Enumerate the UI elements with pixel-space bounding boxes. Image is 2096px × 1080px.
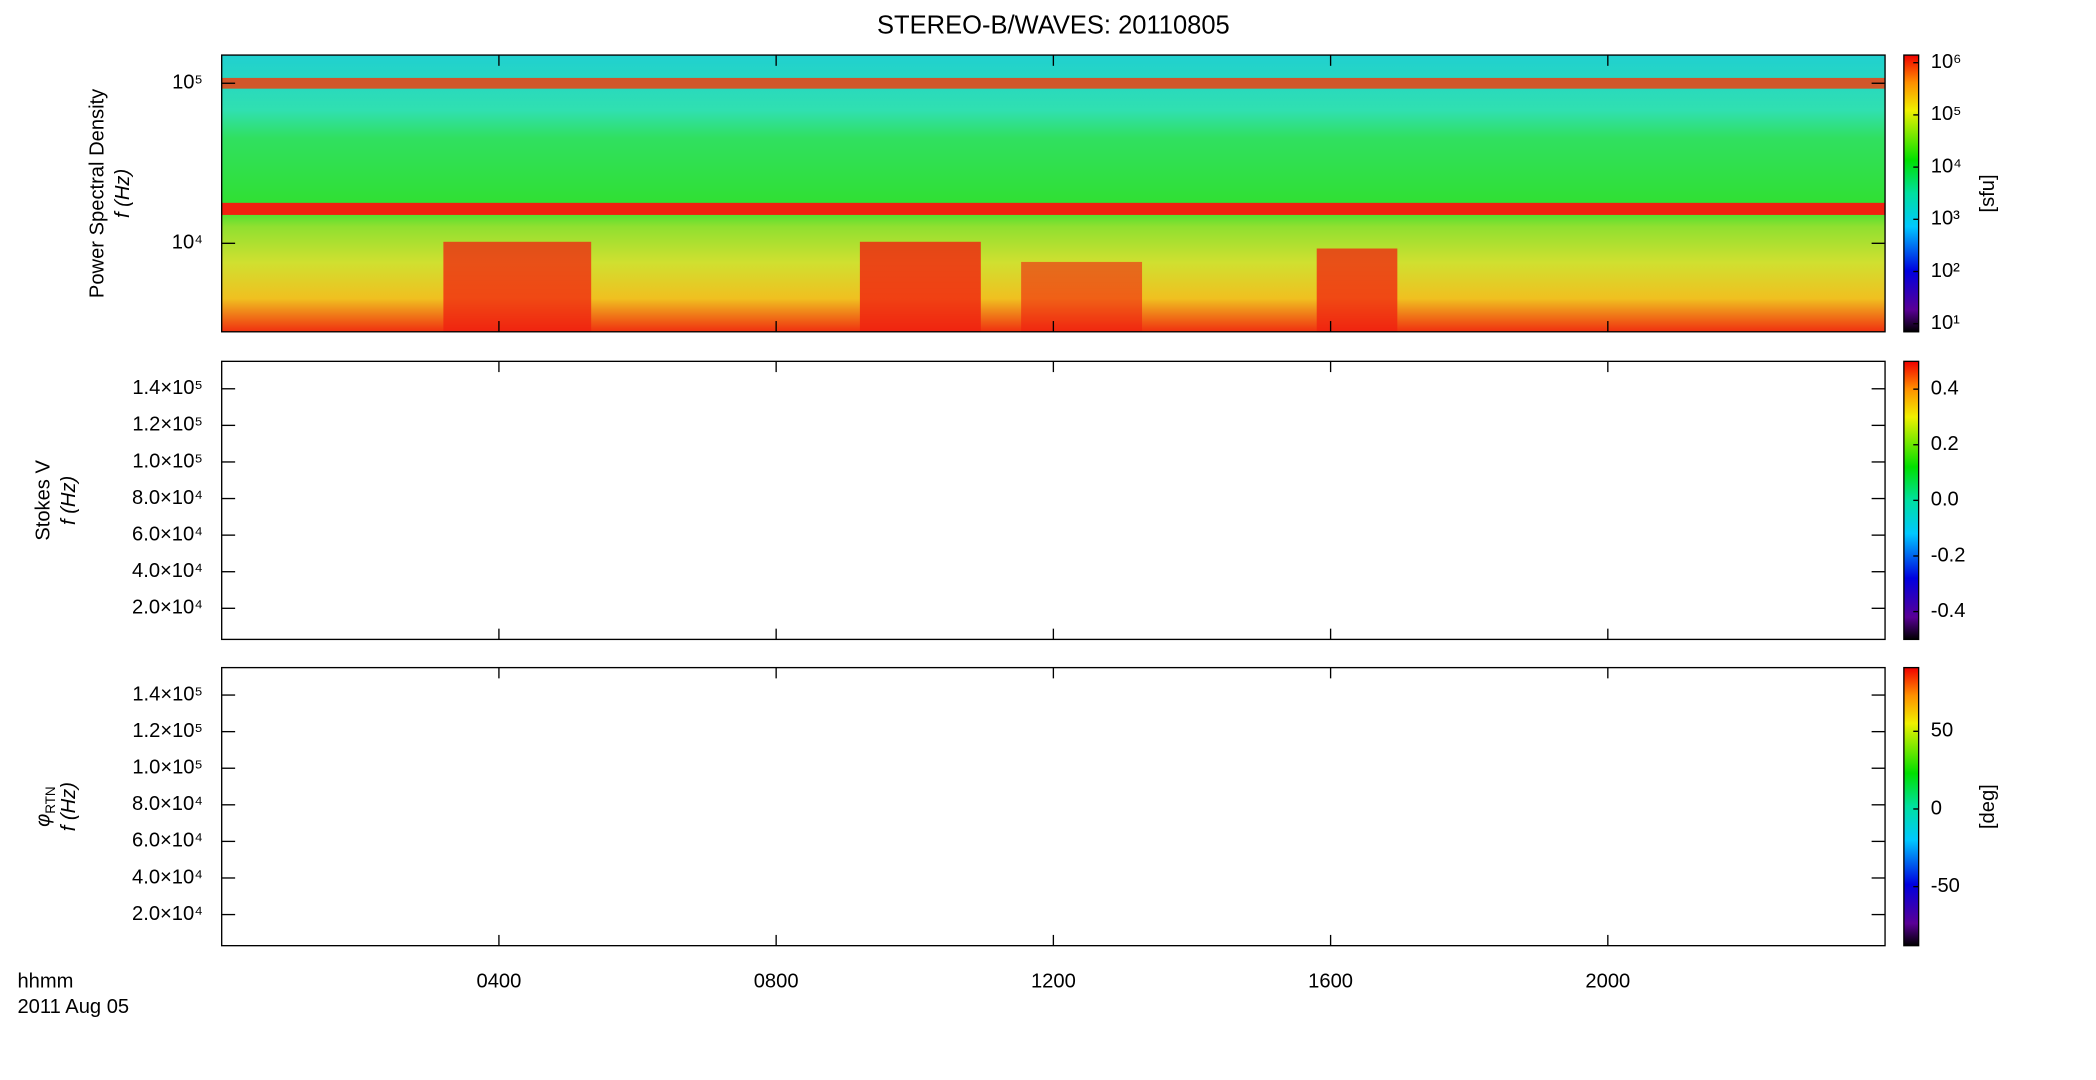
y-tick-label: 8.0×10⁴	[132, 487, 203, 509]
spectrogram-band	[221, 77, 1886, 89]
plot-frame	[221, 360, 1886, 641]
y-tick-label: 1.2×10⁵	[132, 414, 203, 436]
spectrogram-band	[221, 202, 1886, 215]
spectrogram-burst	[443, 241, 592, 332]
date-label: 2011 Aug 05	[17, 996, 129, 1018]
y-axis-label: f (Hz)	[58, 476, 80, 525]
x-tick-label: 0400	[477, 970, 522, 992]
y-tick-label: 8.0×10⁴	[132, 793, 203, 815]
colorbar-label: [sfu]	[1977, 174, 1999, 212]
y-axis-label-symbol: φ	[33, 814, 55, 827]
y-tick-label: 6.0×10⁴	[132, 830, 203, 852]
colorbar-tick-label: 0	[1931, 797, 1942, 819]
colorbar-label: [deg]	[1977, 784, 1999, 829]
x-tick-label: 1600	[1308, 970, 1353, 992]
colorbar-tick-label: -0.4	[1931, 600, 1966, 622]
spectrogram-burst	[1021, 261, 1143, 332]
x-tick-label: 0800	[754, 970, 799, 992]
y-tick-label: 1.4×10⁵	[132, 377, 203, 399]
y-tick-label: 4.0×10⁴	[132, 866, 203, 888]
colorbar-tick-label: 10²	[1931, 260, 1960, 282]
x-tick-label: 2000	[1585, 970, 1630, 992]
y-axis-label: f (Hz)	[58, 782, 80, 831]
y-tick-label: 1.2×10⁵	[132, 720, 203, 742]
chart-title: STEREO-B/WAVES: 20110805	[877, 12, 1230, 40]
y-tick-label: 10⁵	[172, 72, 203, 94]
y-axis-label: f (Hz)	[112, 169, 134, 218]
colorbar-tick-label: 10⁴	[1931, 155, 1962, 177]
colorbar-tick-label: 10⁶	[1931, 51, 1962, 73]
y-tick-label: 10⁴	[172, 232, 203, 254]
y-axis-label: φRTN	[33, 786, 58, 826]
colorbar-tick-label: 10¹	[1931, 312, 1960, 334]
spectrogram-burst	[859, 241, 981, 332]
colorbar-tick-label: 50	[1931, 720, 1953, 742]
plot-frame	[221, 666, 1886, 947]
colorbar-tick-label: -0.2	[1931, 544, 1966, 566]
y-tick-label: 4.0×10⁴	[132, 560, 203, 582]
colorbar-tick-label: 0.0	[1931, 489, 1959, 511]
spectrogram-burst	[1316, 248, 1398, 332]
y-tick-label: 1.0×10⁵	[132, 450, 203, 472]
y-tick-label: 1.4×10⁵	[132, 683, 203, 705]
colorbar-tick-label: 0.2	[1931, 433, 1959, 455]
y-tick-label: 1.0×10⁵	[132, 757, 203, 779]
colorbar-tick-label: 0.4	[1931, 377, 1959, 399]
x-axis-label: hhmm	[17, 970, 73, 992]
x-tick-label: 1200	[1031, 970, 1076, 992]
y-tick-label: 6.0×10⁴	[132, 523, 203, 545]
y-axis-label: Stokes V	[33, 460, 55, 541]
y-axis-label: Power Spectral Density	[86, 88, 108, 298]
y-tick-label: 2.0×10⁴	[132, 597, 203, 619]
colorbar-tick-label: -50	[1931, 875, 1960, 897]
colorbar-tick-label: 10³	[1931, 208, 1960, 230]
colorbar-tick-label: 10⁵	[1931, 103, 1962, 125]
spectrogram	[221, 55, 1886, 332]
colorbar	[1903, 666, 1920, 947]
y-axis-label-subscript: RTN	[43, 786, 58, 813]
colorbar	[1903, 54, 1920, 333]
y-tick-label: 2.0×10⁴	[132, 903, 203, 925]
